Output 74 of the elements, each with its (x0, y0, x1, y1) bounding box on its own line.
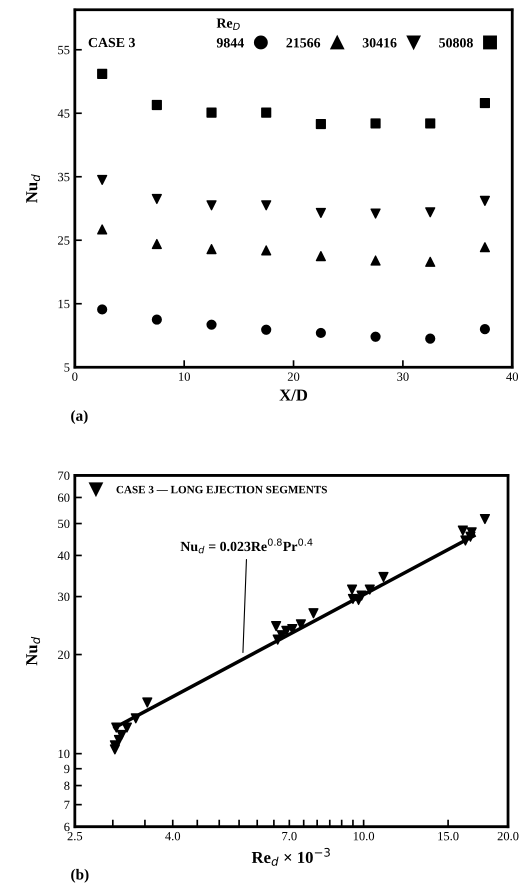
legend-label: CASE 3 — LONG EJECTION SEGMENTS (116, 486, 327, 494)
y-tick-label: 10 (58, 750, 70, 758)
legend-title: Re$_{D}$ (216, 18, 240, 30)
x-tick-label: 2.5 (68, 832, 82, 840)
point (370, 208, 381, 219)
annotation: Nu$_{d}$ = 0.023Re$^{0.8}$Pr$^{0.4}$ (180, 538, 312, 554)
x-tick-label: 4.0 (165, 832, 180, 840)
point (480, 324, 490, 334)
point (316, 328, 326, 338)
point (370, 118, 381, 128)
x-tick-label: 15.0 (438, 832, 459, 840)
point (206, 244, 217, 254)
y-tick-label: 60 (58, 493, 70, 502)
point (261, 324, 272, 335)
y-tick-label: 5 (64, 363, 70, 372)
point (425, 207, 436, 218)
point (261, 200, 272, 210)
x-tick-label: 40 (506, 372, 518, 381)
y-tick-label: 50 (58, 520, 70, 528)
y-axis-title: Nu$_{d}$ (26, 174, 40, 203)
point (206, 108, 217, 118)
y-tick-label: 20 (58, 650, 70, 660)
y-tick-label: 7 (64, 800, 70, 809)
point (261, 245, 272, 256)
text: (a) (71, 410, 88, 424)
point (316, 208, 326, 218)
legend-label: 21566 (286, 38, 320, 48)
x-tick-label: 20.0 (498, 832, 518, 840)
y-tick-label: 55 (58, 46, 70, 54)
x-tick-label: 0 (72, 372, 78, 381)
x-tick-label: 30 (397, 372, 409, 381)
point (425, 256, 436, 267)
point (480, 242, 490, 252)
point (316, 118, 326, 130)
point (480, 98, 490, 108)
annotation: CASE 3 (88, 38, 135, 48)
x-axis-title: Re$_{d}$ × 10$^{−3}$ (252, 848, 330, 866)
point (206, 200, 217, 210)
x-tick-label: 10 (179, 372, 190, 381)
y-axis-title: Nu$_{d}$ (26, 636, 40, 666)
point (97, 68, 108, 79)
text: (b) (71, 868, 89, 883)
legend-label: 9844 (216, 38, 244, 48)
x-tick-label: 20 (288, 372, 300, 381)
y-tick-label: 70 (58, 471, 70, 480)
point (206, 320, 217, 330)
legend-label: 50808 (439, 38, 473, 48)
x-tick-label: 7.0 (282, 832, 297, 840)
y-tick-label: 35 (58, 172, 70, 182)
y-tick-label: 6 (64, 822, 70, 832)
y-tick-label: 45 (58, 109, 70, 118)
y-tick-label: 15 (58, 300, 70, 308)
legend-label: 30416 (362, 38, 397, 48)
y-tick-label: 40 (58, 551, 70, 560)
point (370, 255, 381, 266)
x-axis-title: X/D (279, 390, 308, 401)
point (425, 334, 436, 344)
y-tick-label: 8 (64, 782, 70, 790)
point (97, 304, 108, 315)
point (425, 118, 436, 128)
x-tick-label: 10.0 (354, 832, 374, 840)
point (152, 314, 162, 325)
y-tick-label: 30 (58, 592, 70, 602)
point (152, 100, 162, 110)
point (152, 238, 162, 250)
point (152, 194, 162, 204)
y-tick-label: 9 (64, 764, 70, 774)
point (480, 196, 490, 206)
point (261, 108, 272, 118)
point (97, 174, 108, 186)
point (316, 251, 326, 262)
y-tick-label: 25 (58, 236, 70, 245)
point (370, 332, 381, 342)
point (97, 224, 108, 235)
